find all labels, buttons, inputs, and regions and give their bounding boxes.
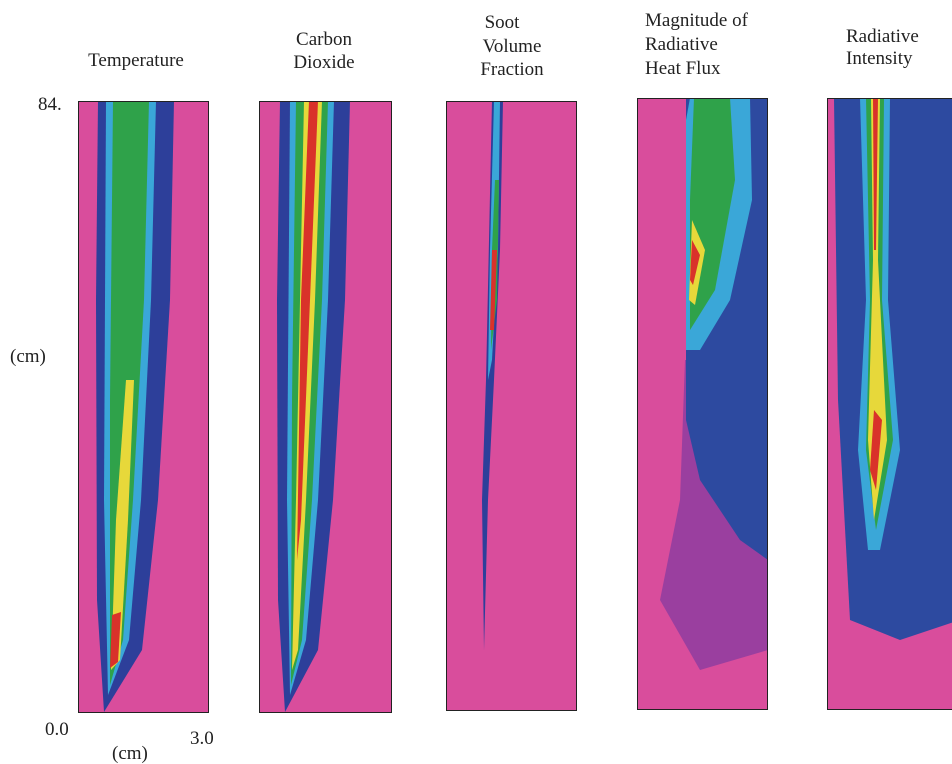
x-right-label: 3.0 (190, 728, 214, 749)
heat-flux-panel (637, 98, 768, 710)
panel-title: Magnitude of (645, 10, 749, 31)
temperature-panel (78, 101, 209, 713)
intensity-panel (827, 98, 952, 710)
x-unit-label: (cm) (112, 743, 148, 764)
x-left-label: 0.0 (45, 719, 69, 740)
panel-title: Fraction (480, 59, 544, 80)
soot-panel (446, 101, 577, 711)
panel-title: Volume (483, 36, 542, 57)
panel-title: Radiative (846, 26, 919, 47)
panel-title: Carbon (296, 29, 352, 50)
panel-title: Temperature (88, 50, 184, 71)
panel-title: Heat Flux (645, 58, 721, 79)
y-top-label: 84. (38, 94, 62, 115)
y-unit-label: (cm) (10, 346, 46, 367)
panel-title: Dioxide (293, 52, 354, 73)
panel-title: Soot (485, 12, 521, 33)
co2-panel (259, 101, 392, 713)
panel-title: Radiative (645, 34, 718, 55)
panel-title: Intensity (846, 48, 913, 69)
